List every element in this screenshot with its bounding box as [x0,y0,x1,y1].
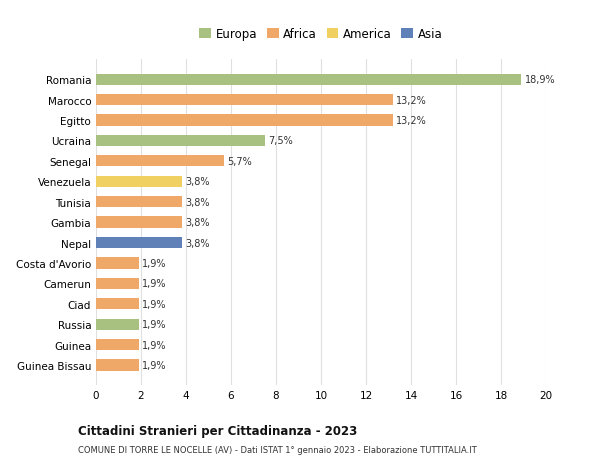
Bar [96,278,139,289]
Text: 7,5%: 7,5% [268,136,293,146]
Bar [96,115,393,126]
Legend: Europa, Africa, America, Asia: Europa, Africa, America, Asia [194,23,448,45]
Text: 3,8%: 3,8% [185,238,209,248]
Text: 1,9%: 1,9% [142,340,167,350]
Text: 5,7%: 5,7% [227,157,253,167]
Bar [96,156,224,167]
Text: COMUNE DI TORRE LE NOCELLE (AV) - Dati ISTAT 1° gennaio 2023 - Elaborazione TUTT: COMUNE DI TORRE LE NOCELLE (AV) - Dati I… [78,445,477,454]
Bar [96,359,139,371]
Bar [96,237,182,249]
Bar [96,176,182,187]
Text: 13,2%: 13,2% [397,116,427,126]
Text: 3,8%: 3,8% [185,218,209,228]
Bar [96,74,521,86]
Text: 3,8%: 3,8% [185,177,209,187]
Bar [96,339,139,350]
Text: 1,9%: 1,9% [142,258,167,269]
Bar [96,258,139,269]
Bar [96,298,139,310]
Text: Cittadini Stranieri per Cittadinanza - 2023: Cittadini Stranieri per Cittadinanza - 2… [78,425,357,437]
Text: 18,9%: 18,9% [524,75,555,85]
Bar [96,217,182,228]
Text: 1,9%: 1,9% [142,279,167,289]
Bar [96,196,182,208]
Bar [96,135,265,147]
Bar [96,95,393,106]
Bar [96,319,139,330]
Text: 13,2%: 13,2% [397,95,427,106]
Text: 1,9%: 1,9% [142,299,167,309]
Text: 1,9%: 1,9% [142,360,167,370]
Text: 1,9%: 1,9% [142,319,167,330]
Text: 3,8%: 3,8% [185,197,209,207]
